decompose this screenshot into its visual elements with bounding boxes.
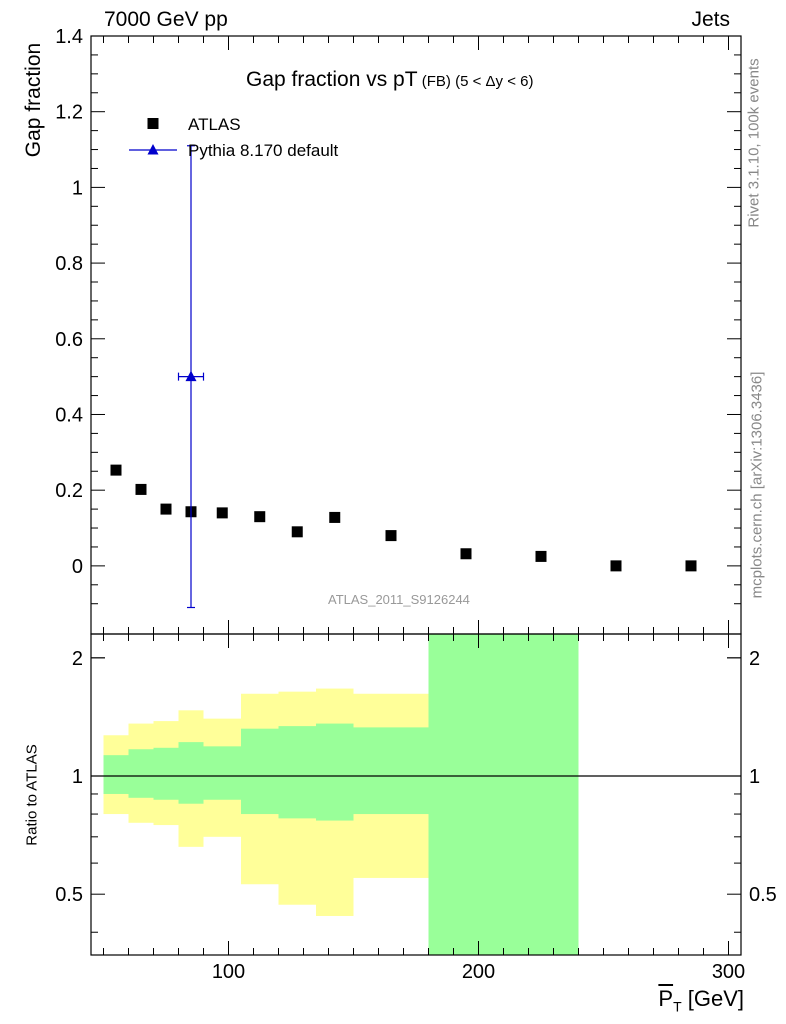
plot-title: Gap fraction vs pT (FB) (5 < Δy < 6) — [246, 68, 533, 92]
plot-title-sub: (FB) — [421, 73, 451, 90]
ratio-inner-band-1 — [128, 749, 154, 798]
legend-pythia-marker — [147, 144, 159, 155]
ratio-plot-frame — [90, 633, 742, 956]
analysis-reference-label: ATLAS_2011_S9126244 — [328, 592, 470, 607]
x-axis-symbol: P — [658, 986, 674, 1011]
main-y-tick-label-4: 0.8 — [55, 253, 83, 275]
x-axis-unit: [GeV] — [687, 986, 744, 1011]
y-axis-label-ratio: Ratio to ATLAS — [23, 744, 41, 846]
plot-title-main: Gap fraction vs pT — [246, 68, 418, 91]
ratio-y-tick-label-right-2: 2 — [749, 648, 760, 670]
legend-atlas-label: ATLAS — [188, 115, 241, 134]
main-y-tick-label-2: 0.4 — [55, 404, 83, 426]
main-y-tick-label-3: 0.6 — [55, 329, 83, 351]
collision-energy-label: 7000 GeV pp — [104, 8, 228, 31]
ratio-y-tick-label-right-1: 1 — [749, 766, 760, 788]
atlas-point-12 — [685, 560, 697, 572]
x-tick-label-100: 100 — [212, 961, 245, 983]
x-axis-subscript: T — [673, 998, 682, 1015]
atlas-point-5 — [254, 511, 266, 523]
main-y-tick-label-6: 1.2 — [55, 102, 83, 124]
ratio-inner-band-4 — [203, 746, 241, 800]
legend-atlas-marker — [147, 118, 159, 129]
ratio-y-tick-label-right-0: 0.5 — [749, 884, 777, 906]
ratio-inner-band-8 — [353, 727, 429, 815]
ratio-inner-band-2 — [153, 747, 179, 800]
atlas-point-10 — [535, 550, 547, 562]
main-y-tick-label-7: 1.4 — [55, 26, 83, 48]
x-tick-label-200: 200 — [462, 961, 495, 983]
ratio-inner-band-7 — [316, 723, 354, 821]
atlas-point-4 — [216, 507, 228, 519]
atlas-point-1 — [135, 483, 147, 495]
x-tick-label-300: 300 — [712, 961, 745, 983]
main-y-tick-label-1: 0.2 — [55, 480, 83, 502]
process-label: Jets — [691, 8, 730, 31]
main-y-tick-label-5: 1 — [72, 177, 83, 199]
ratio-y-tick-label-left-1: 1 — [72, 766, 83, 788]
atlas-point-11 — [610, 560, 622, 572]
y-axis-label-main: Gap fraction — [22, 42, 45, 158]
ratio-inner-band-9 — [428, 634, 579, 955]
plot-title-range: (5 < Δy < 6) — [455, 73, 534, 90]
atlas-point-0 — [110, 464, 122, 476]
rivet-version-label: Rivet 3.1.10, 100k events — [745, 58, 763, 228]
pythia-point-0 — [185, 370, 197, 382]
ratio-inner-band-5 — [241, 728, 279, 815]
legend-pythia-label: Pythia 8.170 default — [188, 141, 339, 160]
x-axis-label: PT [GeV] — [658, 986, 744, 1014]
atlas-point-9 — [460, 548, 472, 560]
ratio-inner-band-3 — [178, 742, 204, 804]
atlas-point-7 — [329, 511, 341, 523]
main-y-tick-label-0: 0 — [72, 556, 83, 578]
atlas-point-6 — [291, 526, 303, 538]
mcplots-reference-label: mcplots.cern.ch [arXiv:1306.3436] — [748, 371, 766, 599]
atlas-point-8 — [385, 530, 397, 542]
ratio-y-tick-label-left-2: 2 — [72, 648, 83, 670]
ratio-y-tick-label-left-0: 0.5 — [55, 884, 83, 906]
atlas-point-2 — [160, 503, 172, 515]
ratio-inner-band-0 — [103, 755, 129, 794]
ratio-inner-band-6 — [278, 726, 316, 819]
